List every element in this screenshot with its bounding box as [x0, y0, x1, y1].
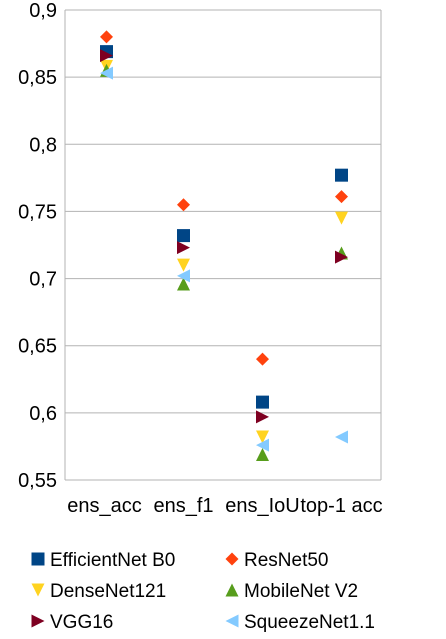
data-point — [335, 168, 348, 182]
legend-item: ResNet50 — [225, 550, 329, 571]
legend-label: MobileNet V2 — [244, 581, 358, 602]
legend-item: EfficientNet B0 — [31, 550, 175, 571]
x-axis: ens_acc ens_f1 ens_IoU top-1 acc — [67, 495, 382, 517]
y-tick-label: 0,7 — [29, 269, 57, 291]
data-point — [177, 258, 190, 272]
legend-label: DenseNet121 — [50, 581, 166, 602]
legend-marker — [225, 552, 239, 566]
data-point — [177, 241, 190, 255]
legend-marker — [225, 583, 239, 597]
legend-item: SqueezeNet1.1 — [225, 612, 375, 633]
data-point — [256, 447, 269, 461]
y-tick-label: 0,9 — [29, 0, 57, 22]
data-point — [256, 438, 269, 452]
y-axis: 0,55 0,6 0,65 0,7 0,75 0,8 0,85 0,9 — [18, 0, 57, 492]
y-tick-label: 0,8 — [29, 134, 57, 156]
data-point — [177, 198, 190, 212]
data-point — [177, 229, 190, 243]
legend-marker — [31, 552, 45, 566]
legend-marker — [31, 583, 45, 597]
legend: EfficientNet B0 ResNet50 DenseNet121 Mobile… — [31, 550, 375, 633]
data-point — [256, 430, 269, 444]
data-point — [335, 430, 348, 444]
legend-label: VGG16 — [50, 612, 113, 633]
y-tick-label: 0,65 — [18, 336, 57, 358]
data-point — [335, 211, 348, 225]
data-point — [256, 410, 269, 424]
data-point — [100, 66, 113, 80]
y-tick-label: 0,6 — [29, 403, 57, 425]
data-point — [256, 352, 269, 366]
data-point — [335, 250, 348, 264]
data-point — [335, 190, 348, 204]
x-tick-label: top-1 acc — [300, 495, 382, 517]
legend-label: SqueezeNet1.1 — [244, 612, 375, 633]
y-tick-label: 0,85 — [18, 67, 57, 89]
gridlines — [64, 9, 382, 481]
data-point — [256, 395, 269, 409]
data-points — [100, 30, 348, 461]
legend-label: ResNet50 — [244, 550, 329, 571]
legend-item: VGG16 — [31, 612, 113, 633]
x-tick-label: ens_acc — [67, 495, 142, 517]
x-tick-label: ens_f1 — [153, 495, 213, 517]
legend-item: MobileNet V2 — [225, 581, 358, 602]
legend-label: EfficientNet B0 — [50, 550, 175, 571]
x-tick-label: ens_IoU — [225, 495, 300, 517]
y-tick-label: 0,55 — [18, 470, 57, 492]
data-point — [100, 30, 113, 44]
y-tick-label: 0,75 — [18, 201, 57, 223]
data-point — [100, 49, 113, 63]
legend-marker — [31, 614, 45, 628]
legend-item: DenseNet121 — [31, 581, 166, 602]
data-point — [177, 269, 190, 283]
legend-marker — [225, 614, 239, 628]
data-point — [177, 277, 190, 291]
